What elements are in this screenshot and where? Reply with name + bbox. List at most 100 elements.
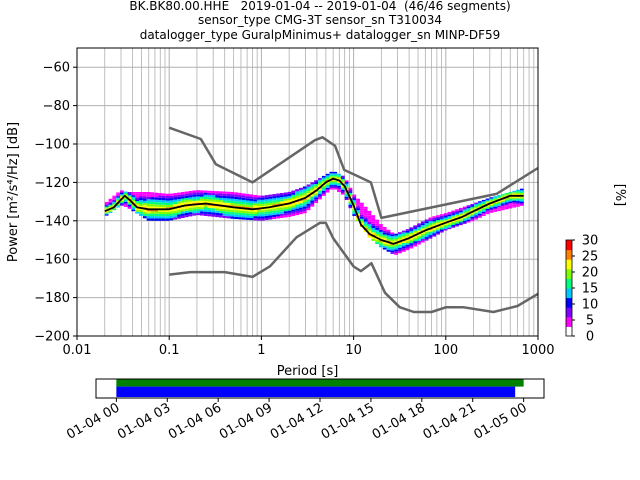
density-cell: [283, 213, 288, 216]
density-cell: [272, 212, 277, 215]
density-cell: [161, 218, 166, 221]
density-cell: [428, 221, 433, 223]
density-cell: [344, 183, 349, 186]
density-cell: [158, 213, 162, 217]
density-cell: [420, 233, 425, 236]
density-cell: [325, 187, 330, 190]
density-cell: [344, 198, 349, 201]
density-cell: [249, 198, 254, 201]
density-cell: [123, 200, 128, 202]
density-cell: [413, 237, 418, 240]
density-cell: [276, 212, 280, 215]
density-cell: [203, 201, 208, 204]
density-cell: [352, 212, 357, 215]
density-cell: [119, 201, 124, 204]
density-cell: [211, 195, 216, 198]
density-cell: [485, 202, 490, 204]
density-cell: [390, 234, 395, 237]
density-cell: [131, 206, 136, 208]
density-cell: [184, 215, 189, 218]
density-cell: [215, 191, 220, 194]
density-cell: [253, 205, 258, 208]
density-cell: [169, 193, 174, 196]
density-cell: [321, 185, 326, 188]
density-cell: [386, 231, 391, 234]
density-cell: [394, 253, 399, 255]
density-cell: [188, 207, 193, 211]
colorbar-swatch: [566, 297, 572, 308]
density-cell: [135, 199, 140, 201]
density-cell: [458, 222, 463, 224]
timeline-tick-label: 01-04 03: [115, 400, 173, 442]
density-cell: [302, 193, 307, 196]
colorbar-tick-label: 30: [582, 234, 599, 249]
density-cell: [276, 216, 280, 219]
density-cell: [215, 210, 220, 213]
density-cell: [154, 213, 159, 217]
density-cell: [375, 238, 379, 241]
density-cell: [470, 215, 475, 217]
density-cell: [283, 200, 288, 203]
density-cell: [219, 208, 223, 211]
density-cell: [443, 229, 448, 231]
density-cell: [276, 197, 280, 200]
density-cell: [169, 204, 174, 207]
density-cell: [291, 205, 296, 208]
density-cell: [165, 196, 170, 199]
density-cell: [329, 177, 334, 180]
density-cell: [146, 213, 151, 216]
density-cell: [398, 233, 402, 236]
density-cell: [489, 206, 494, 208]
density-cell: [401, 232, 406, 235]
density-cell: [241, 215, 246, 218]
density-cell: [420, 224, 425, 227]
density-cell: [512, 200, 517, 203]
density-cell: [474, 205, 479, 207]
density-cell: [257, 201, 261, 204]
density-cell: [142, 200, 147, 203]
figure-title-line-1: BK.BK80.00.HHE 2019-01-04 -- 2019-01-04 …: [129, 0, 511, 13]
series-line-nlnm: [169, 221, 539, 314]
density-cell: [359, 204, 364, 207]
density-cell: [474, 213, 479, 216]
density-cell: [390, 241, 395, 244]
density-cell: [264, 197, 269, 200]
density-cell: [226, 209, 231, 212]
density-cell: [481, 214, 486, 216]
density-cell: [226, 211, 231, 214]
density-cell: [253, 199, 258, 202]
density-cell: [390, 250, 395, 253]
density-cell: [169, 198, 174, 201]
density-cell: [390, 237, 395, 240]
density-cell: [516, 203, 520, 206]
density-cell: [291, 196, 296, 200]
density-cell: [500, 194, 505, 196]
density-cell: [424, 221, 429, 224]
density-cell: [139, 199, 143, 202]
density-cell: [184, 210, 189, 213]
density-cell: [116, 206, 120, 208]
density-cell: [196, 192, 200, 195]
density-cell: [180, 202, 185, 206]
density-cell: [139, 213, 143, 216]
density-cell: [119, 192, 124, 195]
density-cell: [245, 209, 250, 212]
density-cell: [470, 212, 475, 215]
density-cell: [493, 202, 498, 205]
density-cell: [264, 199, 269, 202]
density-cell: [340, 193, 345, 195]
density-cell: [474, 208, 479, 210]
density-cell: [378, 224, 383, 227]
density-cell: [458, 213, 463, 216]
density-cell: [287, 210, 292, 213]
density-cell: [203, 211, 208, 214]
density-cell: [146, 203, 151, 207]
density-cell: [413, 228, 418, 231]
density-cell: [485, 212, 490, 215]
density-cell: [333, 180, 338, 183]
density-cell: [481, 207, 486, 210]
density-cell: [340, 185, 345, 187]
density-cell: [150, 197, 155, 200]
timeline-tick-label: 01-04 21: [421, 400, 479, 442]
density-cell: [123, 201, 128, 204]
